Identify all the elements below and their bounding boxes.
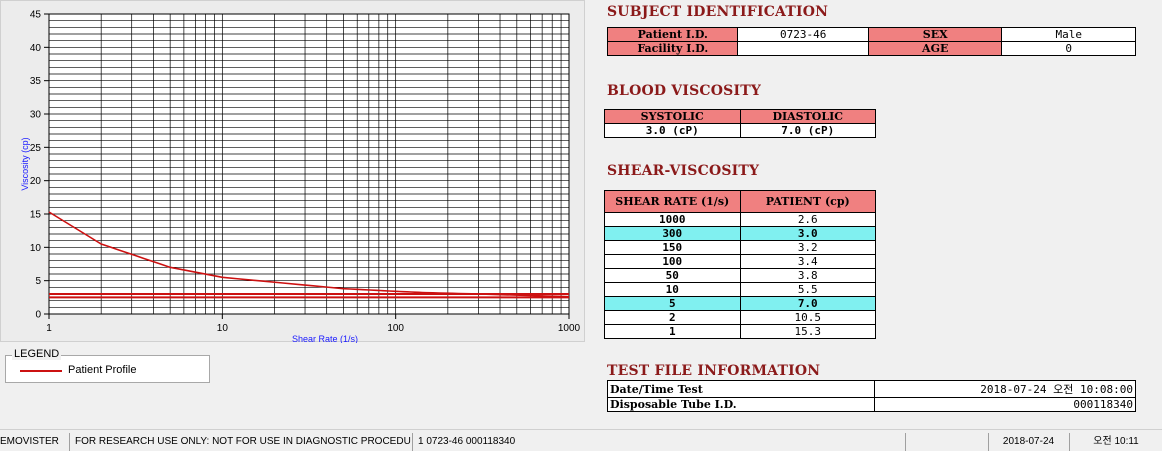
status-time: 오전 10:11 <box>1069 433 1162 451</box>
y-tick-label: 35 <box>30 76 42 87</box>
patient-cell: 3.0 <box>739 226 876 241</box>
shear-rate-cell: 150 <box>604 240 741 255</box>
chart-panel: 0 5 10 15 20 25 30 35 40 45 1 10 100 1000 Shear Rate (… <box>0 0 585 344</box>
legend-title: LEGEND <box>12 348 62 360</box>
shear-rate-cell: 10 <box>604 282 741 297</box>
table-row: 1 15.3 <box>604 324 876 339</box>
test-file-table: Date/Time Test 2018-07-24 오전 10:08:00 Di… <box>606 380 1136 412</box>
y-tick-label: 45 <box>30 10 42 21</box>
patient-cell: 2.6 <box>739 212 876 227</box>
status-app-name: EMOVISTER <box>0 436 59 447</box>
diastolic-label: DIASTOLIC <box>739 109 876 124</box>
y-tick-label: 30 <box>30 110 42 121</box>
sex-label: SEX <box>867 27 1003 42</box>
test-file-title: TEST FILE INFORMATION <box>607 363 821 379</box>
y-tick-label: 40 <box>30 43 42 54</box>
y-tick-label: 20 <box>30 176 42 187</box>
y-tick-label: 15 <box>30 210 42 221</box>
blood-title: BLOOD VISCOSITY <box>607 83 762 99</box>
status-date: 2018-07-24 <box>988 433 1068 451</box>
facility-id-value <box>737 41 869 56</box>
age-value: 0 <box>1001 41 1136 56</box>
shear-rate-cell: 1000 <box>604 212 741 227</box>
shear-rate-header: SHEAR RATE (1/s) <box>604 190 741 213</box>
patient-cell: 7.0 <box>739 296 876 311</box>
shear-rate-cell: 100 <box>604 254 741 269</box>
date-time-label: Date/Time Test <box>606 380 876 398</box>
y-tick-label: 5 <box>35 276 41 287</box>
blood-table: SYSTOLIC DIASTOLIC 3.0 (cP) 7.0 (cP) <box>604 109 876 138</box>
table-row: 50 3.8 <box>604 268 876 283</box>
table-row: 100 3.4 <box>604 254 876 269</box>
shear-table: SHEAR RATE (1/s) PATIENT (cp) 1000 2.6 30… <box>604 190 876 339</box>
x-tick-label: 10 <box>217 323 229 334</box>
table-row: 2 10.5 <box>604 310 876 325</box>
patient-id-label: Patient I.D. <box>606 27 739 42</box>
y-tick-label: 25 <box>30 143 42 154</box>
shear-rate-cell: 1 <box>604 324 741 339</box>
diastolic-value: 7.0 (cP) <box>739 123 876 138</box>
y-tick-label: 10 <box>30 243 42 254</box>
table-row: 10 5.5 <box>604 282 876 297</box>
tube-id-value: 000118340 <box>874 397 1136 412</box>
viscosity-chart: 0 5 10 15 20 25 30 35 40 45 1 10 100 1000 Shear Rate (… <box>20 10 581 344</box>
table-row: 300 3.0 <box>604 226 876 241</box>
date-time-value: 2018-07-24 오전 10:08:00 <box>874 380 1136 398</box>
table-row: 1000 2.6 <box>604 212 876 227</box>
legend-entry: Patient Profile <box>68 364 137 376</box>
subject-table: Patient I.D. 0723-46 SEX Male Facility I… <box>606 27 1136 56</box>
tube-id-label: Disposable Tube I.D. <box>606 397 876 412</box>
patient-cell: 10.5 <box>739 310 876 325</box>
shear-rate-cell: 2 <box>604 310 741 325</box>
patient-cell: 3.2 <box>739 240 876 255</box>
y-axis-label: Viscosity (cp) <box>20 137 30 190</box>
systolic-label: SYSTOLIC <box>604 109 741 124</box>
legend-swatch <box>20 370 62 372</box>
patient-header: PATIENT (cp) <box>739 190 876 213</box>
y-tick-label: 0 <box>35 310 41 321</box>
shear-rate-cell: 50 <box>604 268 741 283</box>
subject-title: SUBJECT IDENTIFICATION <box>607 4 829 20</box>
patient-id-value: 0723-46 <box>737 27 869 42</box>
systolic-value: 3.0 (cP) <box>604 123 741 138</box>
patient-cell: 3.4 <box>739 254 876 269</box>
status-empty <box>905 433 987 451</box>
patient-cell: 5.5 <box>739 282 876 297</box>
status-record: 1 0723-46 000118340 <box>412 433 904 451</box>
shear-rate-cell: 5 <box>604 296 741 311</box>
facility-id-label: Facility I.D. <box>606 41 739 56</box>
patient-cell: 15.3 <box>739 324 876 339</box>
table-row: 5 7.0 <box>604 296 876 311</box>
legend: LEGEND Patient Profile <box>5 348 210 383</box>
age-label: AGE <box>867 41 1003 56</box>
status-notice: FOR RESEARCH USE ONLY: NOT FOR USE IN DI… <box>69 433 411 451</box>
shear-rate-cell: 300 <box>604 226 741 241</box>
plot-area <box>48 13 570 315</box>
x-tick-label: 100 <box>387 323 404 334</box>
x-axis-label: Shear Rate (1/s) <box>292 334 358 343</box>
x-tick-label: 1000 <box>558 323 581 334</box>
sex-value: Male <box>1001 27 1136 42</box>
x-tick-label: 1 <box>46 323 52 334</box>
status-bar: EMOVISTER FOR RESEARCH USE ONLY: NOT FOR… <box>0 429 1162 451</box>
patient-cell: 3.8 <box>739 268 876 283</box>
shear-title: SHEAR-VISCOSITY <box>607 163 760 179</box>
table-row: 150 3.2 <box>604 240 876 255</box>
